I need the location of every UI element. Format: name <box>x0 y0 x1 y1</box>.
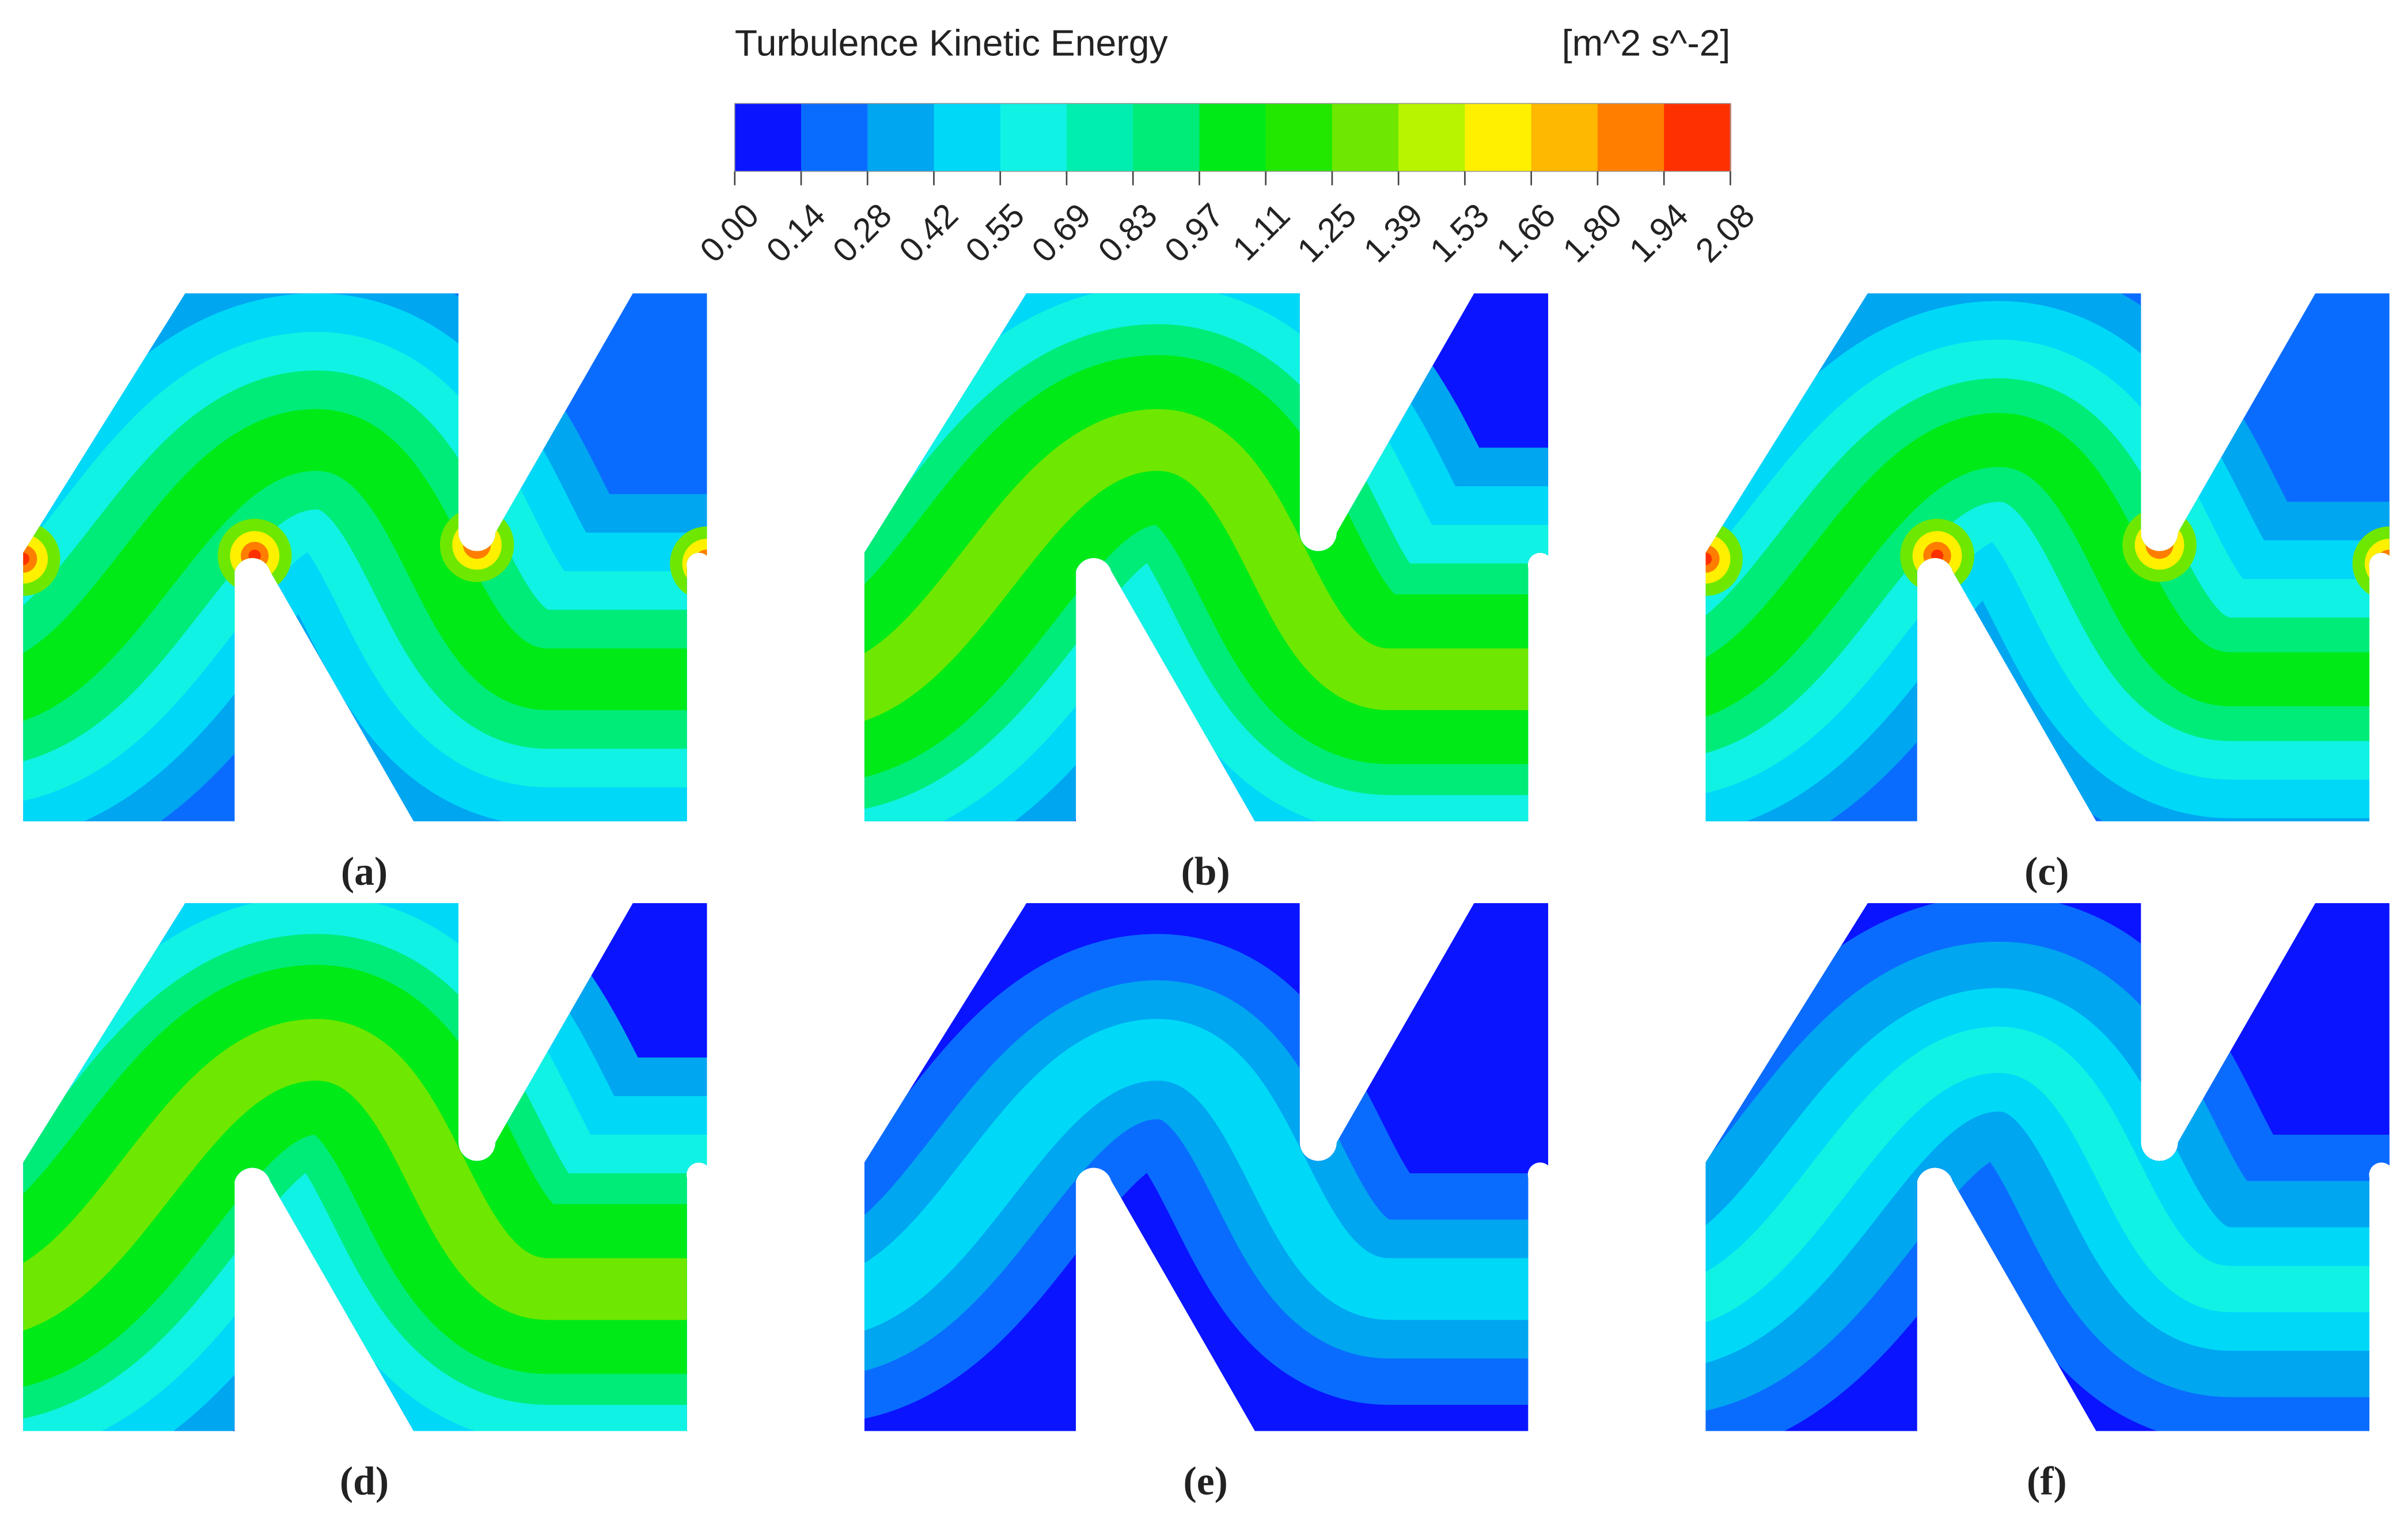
hot-spot <box>23 534 48 584</box>
colorbar-bin <box>1597 103 1665 172</box>
colorbar-bin <box>1066 103 1134 172</box>
contour-band <box>1705 412 2390 725</box>
hot-spot <box>1705 545 1720 573</box>
colorbar-bin <box>734 103 802 172</box>
panel-label: (a) <box>341 850 388 894</box>
legend-title: Turbulence Kinetic Energy <box>735 22 1169 64</box>
legend-unit: [m^2 s^-2] <box>1562 22 1731 64</box>
contour-band <box>23 409 707 729</box>
contour-panel <box>23 903 707 1431</box>
colorbar-frame <box>734 103 1731 172</box>
colorbar-bin <box>867 103 935 172</box>
hot-spot <box>23 545 37 573</box>
contour-band <box>23 1018 707 1339</box>
panel-label: (c) <box>2024 850 2069 894</box>
colorbar-bin <box>801 103 869 172</box>
contour-band <box>1705 1026 2390 1331</box>
panel-label: (f) <box>2027 1459 2067 1503</box>
contour-band <box>864 409 1549 729</box>
contour-panel <box>1705 293 2390 821</box>
colorbar-bin <box>1265 103 1333 172</box>
hot-spot <box>23 521 60 596</box>
colorbar-bin <box>1000 103 1068 172</box>
hot-spot <box>1705 552 1712 565</box>
panel-label: (d) <box>340 1459 389 1503</box>
colorbar-bin <box>1465 103 1533 172</box>
colorbar-bin <box>1531 103 1599 172</box>
colorbar-bin <box>1664 103 1731 172</box>
contour-panel <box>23 293 707 821</box>
colorbar-bin <box>1199 103 1267 172</box>
contour-panel <box>864 293 1549 821</box>
hot-spot <box>23 552 29 565</box>
panel-label: (b) <box>1181 850 1230 894</box>
colorbar-bin <box>934 103 1002 172</box>
panel-label: (e) <box>1184 1459 1228 1503</box>
colorbar-bin <box>1332 103 1400 172</box>
colorbar-bin <box>1133 103 1200 172</box>
contour-panel <box>1705 903 2390 1431</box>
colorbar-bin <box>1398 103 1466 172</box>
hot-spot <box>1705 521 1743 596</box>
contour-band <box>864 1018 1549 1339</box>
contour-panel <box>864 903 1549 1431</box>
hot-spot <box>1705 534 1731 584</box>
